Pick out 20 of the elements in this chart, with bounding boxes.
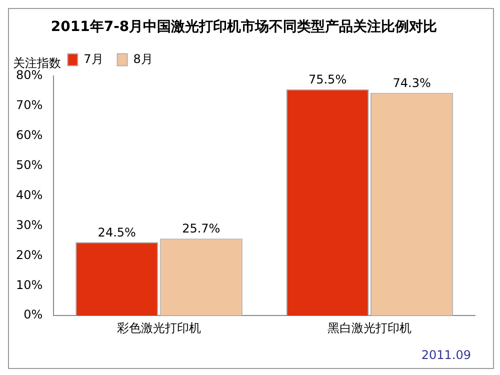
y-tick-label: 60%: [16, 128, 43, 142]
chart-title: 2011年7-8月中国激光打印机市场不同类型产品关注比例对比: [50, 18, 438, 36]
data-label: 25.7%: [182, 222, 220, 236]
y-tick-label: 70%: [16, 98, 43, 112]
legend-label: 7月: [84, 52, 104, 66]
y-tick-label: 0%: [24, 308, 43, 322]
x-tick-label: 黑白激光打印机: [328, 320, 412, 335]
y-tick-label: 20%: [16, 248, 43, 262]
data-label: 24.5%: [98, 225, 136, 240]
y-tick-label: 10%: [16, 278, 43, 292]
data-label: 74.3%: [392, 76, 431, 90]
y-axis-title: 关注指数: [13, 56, 61, 70]
legend-label: 8月: [133, 52, 153, 66]
y-tick-label: 30%: [16, 218, 43, 232]
y-tick-label: 50%: [16, 158, 43, 172]
x-tick-label: 彩色激光打印机: [117, 320, 202, 335]
data-label: 75.5%: [308, 72, 347, 86]
y-tick-label: 80%: [16, 68, 43, 82]
y-tick-label: 40%: [16, 188, 43, 202]
text: 2011.09: [421, 348, 471, 362]
